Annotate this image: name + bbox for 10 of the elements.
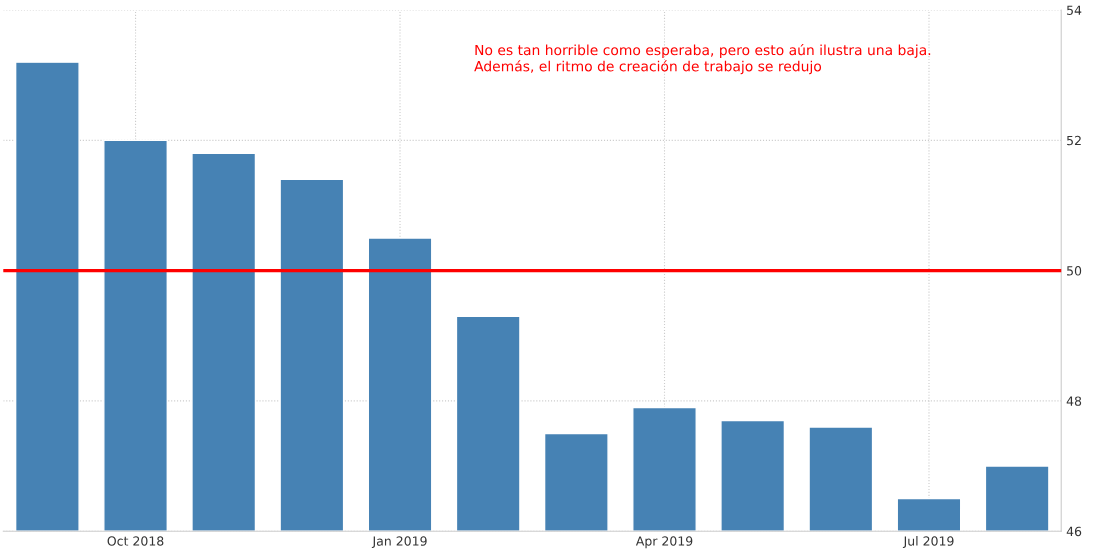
y-tick-label: 54 — [1067, 5, 1082, 15]
y-tick-label: 48 — [1066, 396, 1082, 406]
annotation: No es tan horrible como esperaba, pero esto aún ilustra una baja. Además, el ritmo de creación de trabajo se redujo — [474, 43, 931, 75]
x-tick-label: Jul 2019 — [902, 536, 954, 549]
y-tick-label: 46 — [1066, 526, 1082, 537]
x-tick-label: Oct 2018 — [107, 536, 164, 546]
y-tick-label: 52 — [1067, 135, 1081, 146]
x-tick-label: Apr 2019 — [635, 536, 693, 549]
x-tick-label: Jan 2019 — [371, 536, 427, 549]
y-tick-label: 50 — [1067, 266, 1082, 276]
